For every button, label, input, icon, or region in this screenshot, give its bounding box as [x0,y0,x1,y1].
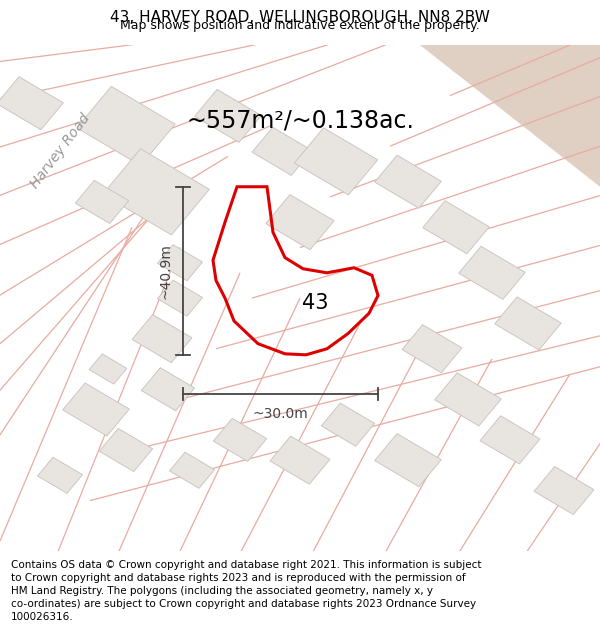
Polygon shape [322,403,374,446]
Polygon shape [420,45,600,187]
Polygon shape [402,325,462,372]
Polygon shape [158,244,202,281]
Text: 43: 43 [302,293,328,313]
Text: ~30.0m: ~30.0m [253,407,308,421]
Text: Contains OS data © Crown copyright and database right 2021. This information is : Contains OS data © Crown copyright and d… [11,560,481,570]
Polygon shape [252,127,312,176]
Polygon shape [100,428,152,472]
Text: Map shows position and indicative extent of the property.: Map shows position and indicative extent… [120,19,480,32]
Text: Harvey Road: Harvey Road [28,111,92,191]
Polygon shape [480,416,540,464]
Polygon shape [62,383,130,436]
Polygon shape [38,458,82,493]
Polygon shape [170,452,214,488]
Text: to Crown copyright and database rights 2023 and is reproduced with the permissio: to Crown copyright and database rights 2… [11,573,466,583]
Polygon shape [295,128,377,195]
Polygon shape [434,373,502,426]
Polygon shape [494,297,562,350]
Text: co-ordinates) are subject to Crown copyright and database rights 2023 Ordnance S: co-ordinates) are subject to Crown copyr… [11,599,476,609]
Polygon shape [458,246,526,299]
Text: ~557m²/~0.138ac.: ~557m²/~0.138ac. [186,109,414,133]
Polygon shape [194,89,262,142]
Polygon shape [534,466,594,514]
Polygon shape [158,280,202,316]
Text: ~40.9m: ~40.9m [158,243,172,299]
Polygon shape [374,434,442,487]
Text: HM Land Registry. The polygons (including the associated geometry, namely x, y: HM Land Registry. The polygons (includin… [11,586,433,596]
Polygon shape [142,368,194,411]
Polygon shape [103,149,209,235]
Polygon shape [214,418,266,461]
Polygon shape [0,77,64,130]
Polygon shape [374,155,442,208]
Polygon shape [422,201,490,254]
Polygon shape [266,194,334,250]
Polygon shape [132,314,192,362]
Text: 43, HARVEY ROAD, WELLINGBOROUGH, NN8 2BW: 43, HARVEY ROAD, WELLINGBOROUGH, NN8 2BW [110,10,490,25]
Polygon shape [76,181,128,224]
Polygon shape [270,436,330,484]
Polygon shape [77,86,175,166]
Polygon shape [89,354,127,384]
Text: 100026316.: 100026316. [11,612,73,622]
